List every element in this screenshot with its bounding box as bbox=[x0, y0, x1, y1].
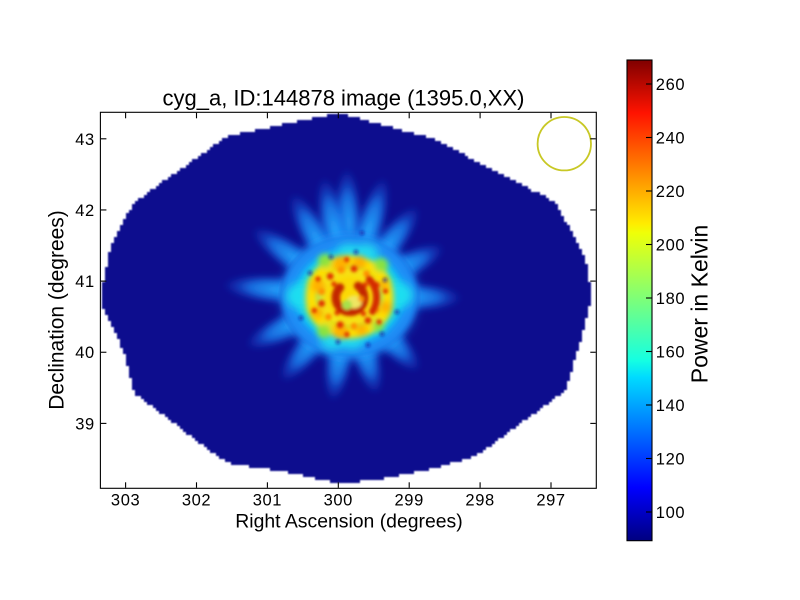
svg-text:200: 200 bbox=[656, 237, 685, 255]
svg-text:Declination (degrees): Declination (degrees) bbox=[46, 210, 69, 410]
svg-text:43: 43 bbox=[75, 131, 95, 149]
svg-text:300: 300 bbox=[324, 491, 353, 509]
svg-text:39: 39 bbox=[75, 415, 95, 433]
svg-text:120: 120 bbox=[656, 451, 685, 469]
svg-text:41: 41 bbox=[75, 273, 95, 291]
svg-text:299: 299 bbox=[395, 491, 424, 509]
svg-text:42: 42 bbox=[75, 202, 95, 220]
svg-text:Power in Kelvin: Power in Kelvin bbox=[687, 225, 713, 384]
svg-text:240: 240 bbox=[656, 130, 685, 148]
svg-text:303: 303 bbox=[111, 491, 140, 509]
svg-text:cyg_a, ID:144878 image (1395.0: cyg_a, ID:144878 image (1395.0,XX) bbox=[162, 86, 524, 111]
svg-text:40: 40 bbox=[75, 344, 95, 362]
svg-text:140: 140 bbox=[656, 397, 685, 415]
svg-text:180: 180 bbox=[656, 290, 685, 308]
svg-text:100: 100 bbox=[656, 504, 685, 522]
svg-text:298: 298 bbox=[465, 491, 494, 509]
svg-text:220: 220 bbox=[656, 183, 685, 201]
svg-text:302: 302 bbox=[182, 491, 211, 509]
svg-text:297: 297 bbox=[536, 491, 565, 509]
svg-text:260: 260 bbox=[656, 76, 685, 94]
svg-text:Right Ascension (degrees): Right Ascension (degrees) bbox=[235, 510, 462, 532]
svg-text:160: 160 bbox=[656, 344, 685, 362]
svg-text:301: 301 bbox=[253, 491, 282, 509]
